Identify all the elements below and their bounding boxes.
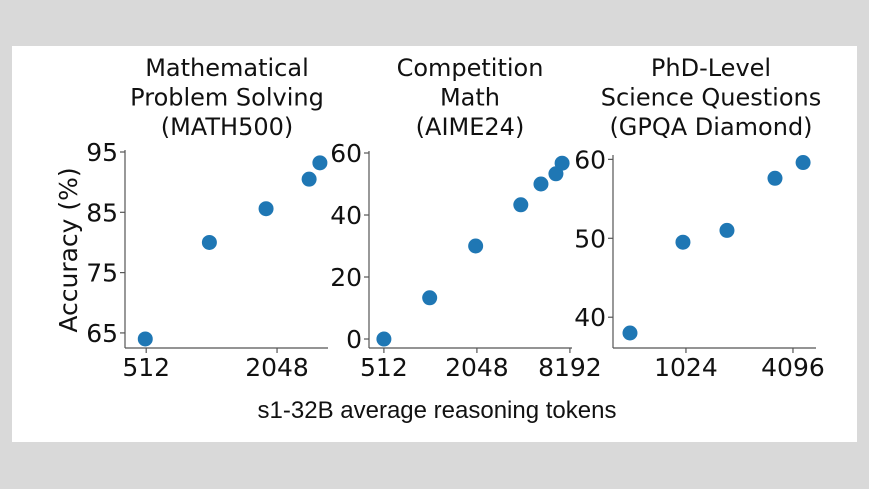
- y-tick-label: 85: [86, 198, 118, 227]
- y-tick-label: 0: [346, 325, 362, 354]
- chart-title-line: PhD-Level: [651, 54, 771, 82]
- chart-title-line: Mathematical: [145, 54, 309, 82]
- x-tick-label: 8192: [538, 353, 602, 382]
- data-point: [312, 155, 328, 171]
- data-point: [201, 234, 217, 250]
- y-tick-label: 40: [574, 303, 606, 332]
- y-tick-label: 60: [574, 145, 606, 174]
- data-point: [795, 155, 811, 171]
- data-point: [554, 155, 570, 171]
- figure-panel: [12, 46, 857, 442]
- x-tick-label: 2048: [245, 353, 309, 382]
- data-point: [301, 171, 317, 187]
- chart-title-line: (MATH500): [161, 113, 294, 141]
- y-tick-label: 60: [330, 139, 362, 168]
- chart-title-line: (AIME24): [416, 113, 525, 141]
- chart-title-line: Competition: [397, 54, 544, 82]
- data-point: [533, 176, 549, 192]
- y-tick-label: 65: [86, 319, 118, 348]
- data-point: [719, 222, 735, 238]
- data-point: [513, 197, 529, 213]
- x-tick-label: 1024: [654, 353, 718, 382]
- chart-title-line: Problem Solving: [130, 84, 324, 112]
- chart-title-line: Math: [440, 84, 500, 112]
- data-point: [137, 331, 153, 347]
- data-point: [675, 234, 691, 250]
- x-tick-label: 512: [122, 353, 170, 382]
- chart-title-line: (GPQA Diamond): [609, 113, 812, 141]
- y-tick-label: 95: [86, 138, 118, 167]
- data-point: [622, 325, 638, 341]
- chart-title-line: Science Questions: [601, 84, 822, 112]
- data-point: [258, 201, 274, 217]
- data-point: [422, 290, 438, 306]
- x-tick-label: 512: [360, 353, 408, 382]
- y-axis-label: Accuracy (%): [54, 167, 83, 332]
- x-axis-label: s1-32B average reasoning tokens: [258, 397, 617, 424]
- data-point: [468, 238, 484, 254]
- x-tick-label: 2048: [445, 353, 509, 382]
- x-tick-label: 4096: [761, 353, 825, 382]
- data-point: [376, 331, 392, 347]
- y-tick-label: 75: [86, 259, 118, 288]
- y-tick-label: 40: [330, 201, 362, 230]
- y-tick-label: 20: [330, 263, 362, 292]
- data-point: [767, 170, 783, 186]
- y-tick-label: 50: [574, 224, 606, 253]
